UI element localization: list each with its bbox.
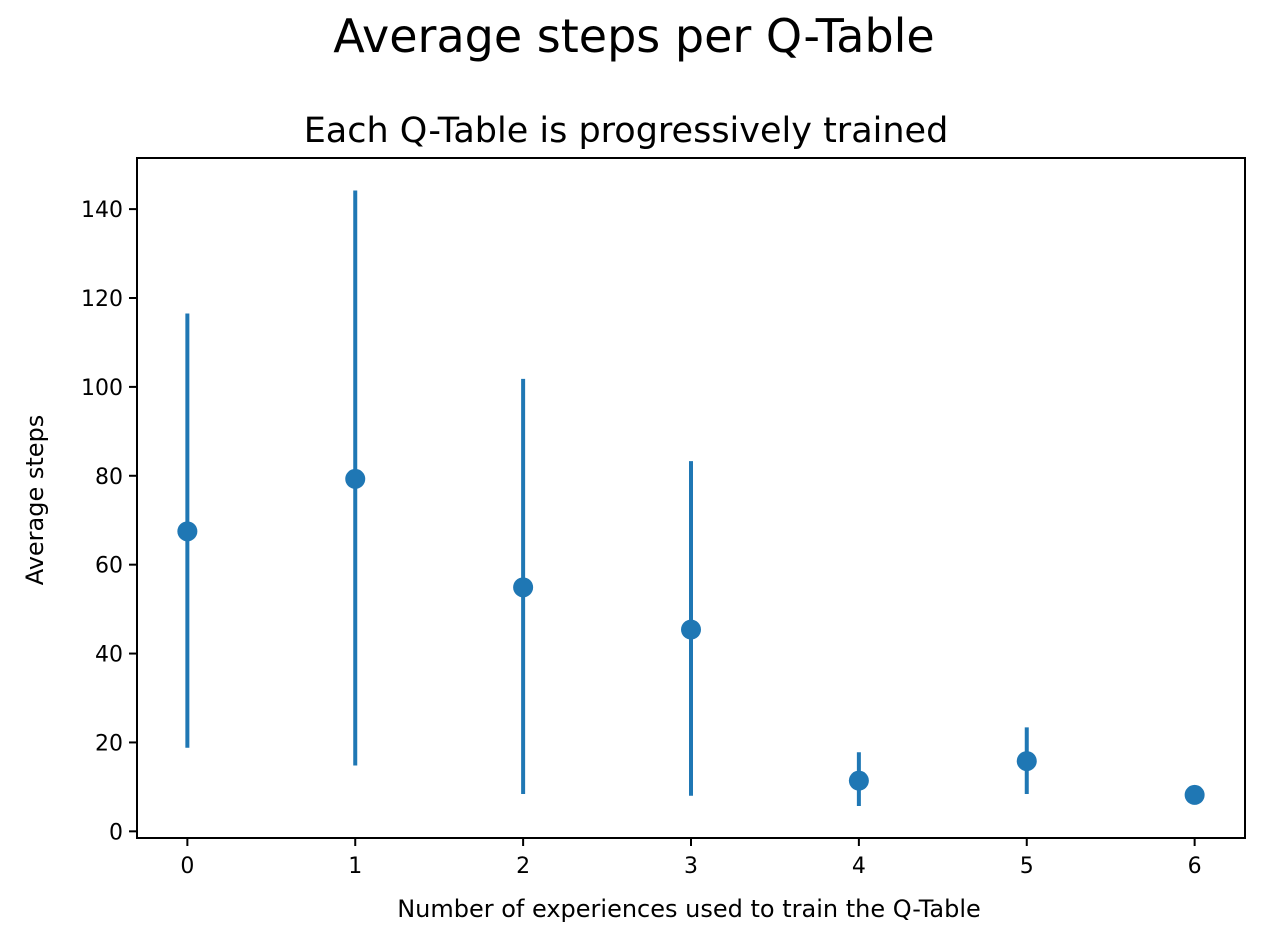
data-point (1184, 784, 1205, 805)
y-tick-label: 120 (81, 287, 123, 312)
x-axis-label: Number of experiences used to train the … (397, 895, 981, 923)
x-tick-label: 4 (852, 854, 866, 879)
x-axis-ticks: 0 1 2 3 4 5 6 (180, 838, 1202, 879)
x-tick-label: 2 (516, 854, 530, 879)
chart-subtitle: Each Q-Table is progressively trained (304, 111, 949, 151)
y-tick-label: 100 (81, 376, 123, 401)
y-tick-label: 60 (95, 554, 123, 579)
x-tick-label: 3 (684, 854, 698, 879)
y-tick-label: 0 (109, 820, 123, 845)
y-tick-label: 20 (95, 731, 123, 756)
data-point (681, 619, 701, 640)
y-axis-label: Average steps (21, 415, 49, 586)
data-point (177, 521, 198, 542)
x-tick-label: 0 (180, 854, 194, 879)
y-axis-ticks: 0 20 40 60 80 100 120 140 (81, 198, 137, 845)
y-tick-label: 140 (81, 198, 123, 223)
data-point (1016, 751, 1037, 772)
y-tick-label: 40 (95, 643, 123, 668)
chart-title: Average steps per Q-Table (333, 9, 934, 63)
x-tick-label: 6 (1188, 854, 1202, 879)
x-tick-label: 1 (348, 854, 362, 879)
plot-marks (177, 190, 1205, 806)
data-point (513, 577, 534, 598)
data-point (848, 770, 869, 791)
y-tick-label: 80 (95, 465, 123, 490)
x-tick-label: 5 (1020, 854, 1034, 879)
data-point (345, 468, 366, 489)
plot-frame (136, 157, 1246, 839)
